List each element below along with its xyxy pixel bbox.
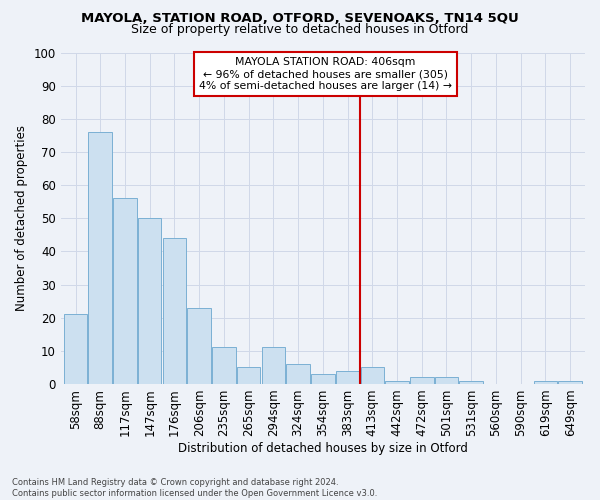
Bar: [336, 370, 359, 384]
Bar: [286, 364, 310, 384]
Text: MAYOLA, STATION ROAD, OTFORD, SEVENOAKS, TN14 5QU: MAYOLA, STATION ROAD, OTFORD, SEVENOAKS,…: [81, 12, 519, 24]
Bar: [163, 238, 186, 384]
Bar: [64, 314, 87, 384]
Text: MAYOLA STATION ROAD: 406sqm
← 96% of detached houses are smaller (305)
4% of sem: MAYOLA STATION ROAD: 406sqm ← 96% of det…: [199, 58, 452, 90]
Bar: [88, 132, 112, 384]
Bar: [460, 380, 483, 384]
Bar: [559, 380, 582, 384]
Bar: [311, 374, 335, 384]
Text: Contains HM Land Registry data © Crown copyright and database right 2024.
Contai: Contains HM Land Registry data © Crown c…: [12, 478, 377, 498]
Bar: [262, 348, 285, 384]
Bar: [435, 378, 458, 384]
X-axis label: Distribution of detached houses by size in Otford: Distribution of detached houses by size …: [178, 442, 468, 455]
Bar: [237, 368, 260, 384]
Y-axis label: Number of detached properties: Number of detached properties: [15, 125, 28, 311]
Bar: [113, 198, 137, 384]
Bar: [187, 308, 211, 384]
Bar: [212, 348, 236, 384]
Bar: [410, 378, 434, 384]
Bar: [138, 218, 161, 384]
Bar: [533, 380, 557, 384]
Bar: [385, 380, 409, 384]
Text: Size of property relative to detached houses in Otford: Size of property relative to detached ho…: [131, 24, 469, 36]
Bar: [361, 368, 384, 384]
